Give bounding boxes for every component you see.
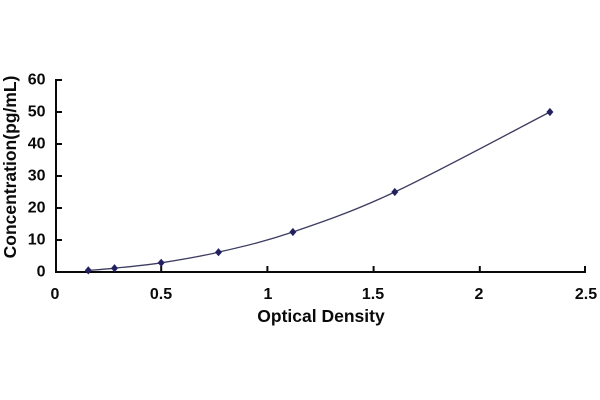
svg-text:50: 50 [28, 104, 46, 121]
svg-text:0: 0 [37, 264, 46, 281]
svg-text:0.5: 0.5 [150, 286, 172, 303]
svg-text:Optical Density: Optical Density [257, 306, 385, 326]
svg-text:0: 0 [51, 286, 60, 303]
svg-text:60: 60 [28, 72, 46, 89]
svg-text:10: 10 [28, 232, 46, 249]
svg-text:20: 20 [28, 200, 46, 217]
svg-text:2.5: 2.5 [575, 286, 597, 303]
svg-text:40: 40 [28, 136, 46, 153]
svg-text:2: 2 [475, 286, 484, 303]
svg-text:1: 1 [264, 286, 273, 303]
svg-text:30: 30 [28, 168, 46, 185]
svg-text:1.5: 1.5 [362, 286, 384, 303]
svg-text:Concentration(pg/mL): Concentration(pg/mL) [0, 76, 20, 259]
